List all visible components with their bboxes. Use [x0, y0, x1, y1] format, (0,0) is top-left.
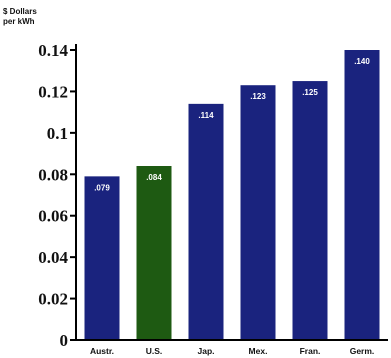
x-axis-labels: Austr. U.S. Jap. Mex. Fran. Germ.: [90, 346, 374, 356]
y-tick-label: 0.1: [47, 124, 68, 143]
bar-value-label: .084: [146, 173, 162, 182]
y-tick-label: 0: [60, 331, 69, 350]
bar-mex: [240, 85, 276, 340]
y-tick-label: 0.08: [38, 165, 68, 184]
bar-jap: [188, 103, 224, 340]
bars-group: .079 .084 .114 .123 .125 .140: [84, 50, 380, 341]
y-tick-label: 0.14: [38, 41, 68, 60]
bar-value-label: .079: [94, 183, 110, 192]
bar-germ: [344, 50, 380, 340]
y-axis-ticks: 0 0.02 0.04 0.06 0.08 0.1 0.12 0.14: [38, 41, 76, 350]
y-tick-label: 0.04: [38, 248, 68, 267]
bar-us: [136, 166, 172, 340]
unit-label-line2: per kWh: [3, 17, 35, 26]
bar-value-label: .114: [198, 111, 214, 120]
x-category-label: Jap.: [197, 346, 214, 356]
x-category-label: U.S.: [146, 346, 163, 356]
x-category-label: Mex.: [249, 346, 268, 356]
y-tick-label: 0.06: [38, 207, 68, 226]
x-category-label: Austr.: [90, 346, 114, 356]
bar-value-label: .123: [250, 92, 266, 101]
x-category-label: Germ.: [350, 346, 375, 356]
bar-value-label: .140: [354, 57, 370, 66]
bar-fran: [292, 81, 328, 341]
bar-austr: [84, 176, 120, 340]
unit-label-line1: $ Dollars: [3, 7, 37, 16]
bar-value-label: .125: [302, 88, 318, 97]
x-category-label: Fran.: [300, 346, 321, 356]
y-tick-label: 0.12: [38, 82, 68, 101]
y-tick-label: 0.02: [38, 290, 68, 309]
